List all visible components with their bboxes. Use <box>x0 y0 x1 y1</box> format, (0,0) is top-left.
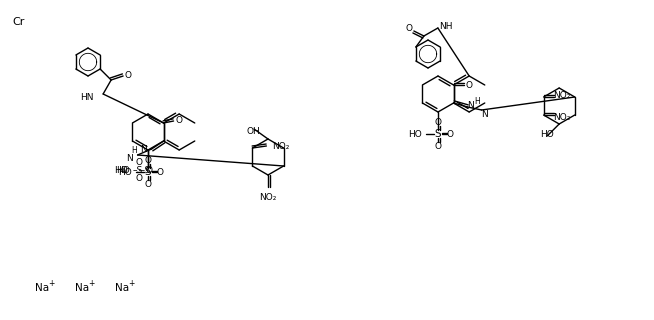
Text: Na: Na <box>115 283 129 293</box>
Text: O: O <box>145 156 152 164</box>
Text: O: O <box>125 70 131 79</box>
Text: O: O <box>434 141 441 150</box>
Text: N: N <box>481 109 488 118</box>
Text: O: O <box>447 130 453 139</box>
Text: O: O <box>135 173 143 182</box>
Text: NH: NH <box>439 21 453 30</box>
Text: O: O <box>405 23 413 33</box>
Text: S: S <box>435 129 441 139</box>
Text: NO₂: NO₂ <box>553 113 570 122</box>
Text: HO: HO <box>116 165 130 174</box>
Text: HO: HO <box>408 130 422 139</box>
Text: −S: −S <box>137 165 150 174</box>
Text: O: O <box>135 157 143 166</box>
Text: O: O <box>146 165 153 174</box>
Text: HO: HO <box>118 167 132 177</box>
Text: +: + <box>48 279 54 289</box>
Text: O: O <box>434 117 441 126</box>
Text: –S: –S <box>133 165 143 174</box>
Text: NO₂: NO₂ <box>271 141 289 150</box>
Text: NO₂: NO₂ <box>553 91 570 100</box>
Text: N: N <box>140 145 146 154</box>
Text: H: H <box>475 97 481 106</box>
Text: N: N <box>126 154 133 163</box>
Text: O: O <box>465 81 472 90</box>
Text: HO: HO <box>114 165 128 174</box>
Text: Na: Na <box>75 283 89 293</box>
Text: NO₂: NO₂ <box>260 193 277 202</box>
Text: N: N <box>467 100 474 109</box>
Text: +: + <box>128 279 134 289</box>
Text: O: O <box>175 116 182 124</box>
Text: H: H <box>131 146 137 155</box>
Text: OH: OH <box>247 126 260 135</box>
Text: Cr: Cr <box>12 17 24 27</box>
Text: HN: HN <box>80 92 94 101</box>
Text: +: + <box>88 279 94 289</box>
Text: O: O <box>145 180 152 188</box>
Text: O: O <box>156 167 164 177</box>
Text: Na: Na <box>35 283 49 293</box>
Text: S: S <box>145 167 151 177</box>
Text: HO: HO <box>540 130 554 139</box>
